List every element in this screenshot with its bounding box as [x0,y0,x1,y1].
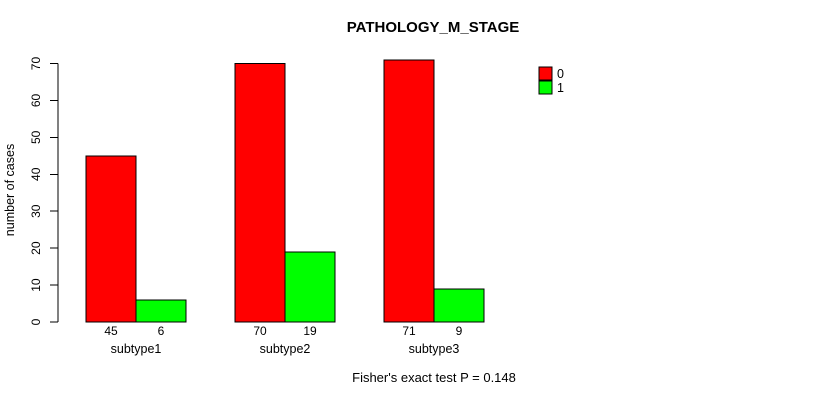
bar-subtype1-series-1 [135,299,187,323]
bar-value-label: 19 [303,324,317,338]
y-axis-tick-label: 60 [29,93,43,107]
y-axis-tick-label: 0 [29,318,43,325]
bar-subtype3-series-1 [433,288,485,323]
legend-label-0: 0 [557,67,564,81]
legend-swatch-1 [538,80,553,95]
bars-group [85,59,485,323]
bar-subtype1-series-0 [85,155,137,323]
annotation-fisher-test: Fisher's exact test P = 0.148 [352,370,516,385]
y-axis-tick-label: 70 [29,57,43,71]
bar-value-label: 71 [402,324,416,338]
bar-value-label: 6 [158,324,165,338]
legend-swatch-0 [538,66,553,81]
y-axis-tick-label: 30 [29,204,43,218]
y-axis-tick-label: 50 [29,130,43,144]
y-axis-label: number of cases [3,144,17,236]
bar-subtype2-series-0 [234,63,286,323]
legend: 01 [538,66,564,95]
bar-subtype2-series-1 [284,251,336,323]
category-label-subtype2: subtype2 [260,342,311,356]
bar-value-label: 9 [456,324,463,338]
legend-label-1: 1 [557,81,564,95]
chart-title: PATHOLOGY_M_STAGE [347,19,520,36]
category-label-subtype3: subtype3 [409,342,460,356]
y-axis-tick-label: 10 [29,278,43,292]
category-label-subtype1: subtype1 [111,342,162,356]
y-axis-group: 0 10 20 30 40 50 60 70 [29,57,59,325]
y-axis-tick-label: 20 [29,241,43,255]
bar-subtype3-series-0 [383,59,435,323]
bar-value-label: 45 [104,324,118,338]
axis-labels-group: 45 6 subtype1 70 19 subtype2 71 9 subtype3 [104,324,462,356]
bar-value-label: 70 [253,324,267,338]
y-axis-tick-label: 40 [29,167,43,181]
